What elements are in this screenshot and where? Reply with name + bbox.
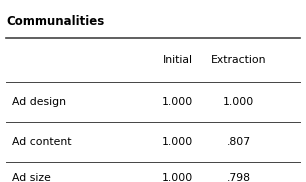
Text: Extraction: Extraction: [211, 55, 267, 65]
Text: Ad design: Ad design: [12, 97, 66, 107]
Text: Ad size: Ad size: [12, 173, 51, 182]
Text: Communalities: Communalities: [6, 15, 104, 27]
Text: 1.000: 1.000: [162, 173, 193, 182]
Text: Initial: Initial: [162, 55, 192, 65]
Text: 1.000: 1.000: [223, 97, 254, 107]
Text: 1.000: 1.000: [162, 137, 193, 147]
Text: .807: .807: [227, 137, 251, 147]
Text: 1.000: 1.000: [162, 97, 193, 107]
Text: .798: .798: [227, 173, 251, 182]
Text: Ad content: Ad content: [12, 137, 72, 147]
